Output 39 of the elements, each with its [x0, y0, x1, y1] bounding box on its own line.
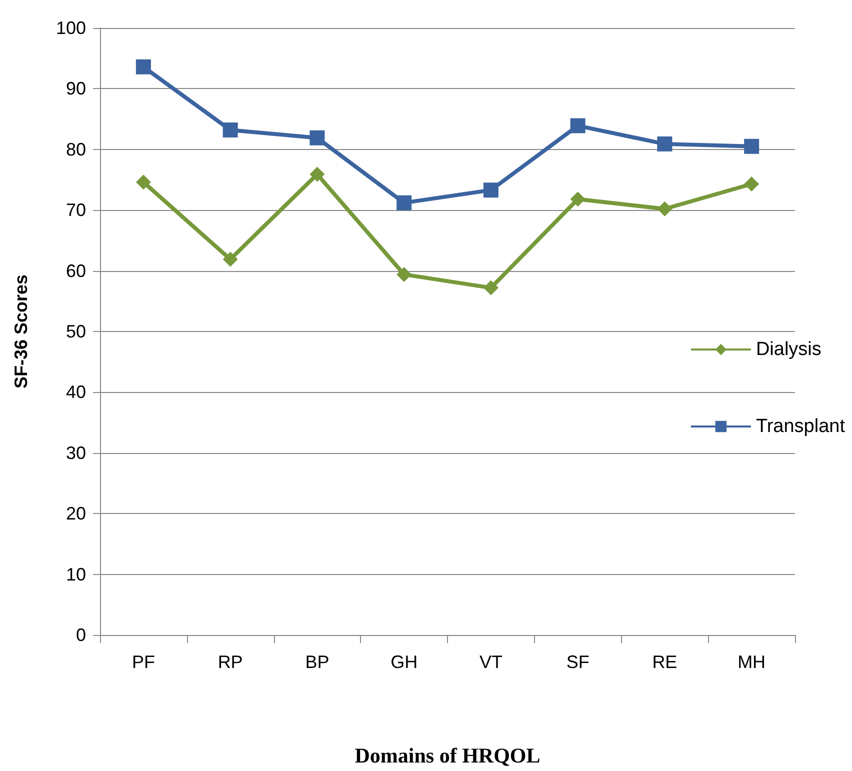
y-tick-label: 100	[56, 18, 86, 38]
point	[136, 174, 151, 190]
x-tick-label: RP	[218, 652, 243, 672]
point	[744, 176, 760, 192]
y-tick-label: 10	[66, 564, 86, 584]
y-tick-label: 80	[66, 139, 86, 160]
x-tick-label: RE	[652, 652, 678, 672]
point	[483, 182, 498, 198]
x-tick-label: VT	[479, 652, 502, 672]
y-tick-label: 70	[66, 200, 86, 220]
point	[222, 252, 238, 267]
x-axis-title: Domains of HRQOL	[354, 744, 540, 768]
y-tick-label: 50	[66, 322, 86, 342]
legend-label: Dialysis	[756, 339, 822, 360]
x-tick-label: SF	[566, 652, 590, 672]
y-tick-label: 0	[76, 625, 86, 645]
y-tick-label: 20	[66, 504, 86, 524]
point	[570, 192, 586, 207]
legend-label: Transplant	[756, 416, 846, 437]
x-tick-label: GH	[390, 652, 418, 672]
point	[657, 136, 672, 152]
y-tick-label: 40	[66, 382, 86, 402]
point	[744, 138, 760, 154]
point	[396, 266, 412, 282]
point	[136, 59, 151, 74]
x-tick-label: PF	[132, 652, 155, 672]
y-tick-label: 90	[66, 78, 86, 99]
y-tick-label: 30	[66, 442, 86, 463]
y-tick-label: 60	[66, 260, 86, 281]
point	[570, 118, 586, 134]
point	[483, 280, 498, 296]
x-tick-label: MH	[738, 652, 766, 672]
point	[310, 130, 325, 146]
point	[310, 166, 325, 182]
point	[222, 122, 238, 138]
x-tick-label: BP	[305, 652, 330, 672]
point	[396, 195, 412, 210]
point	[657, 201, 672, 216]
y-axis-title: SF-36 Scores	[11, 274, 31, 389]
